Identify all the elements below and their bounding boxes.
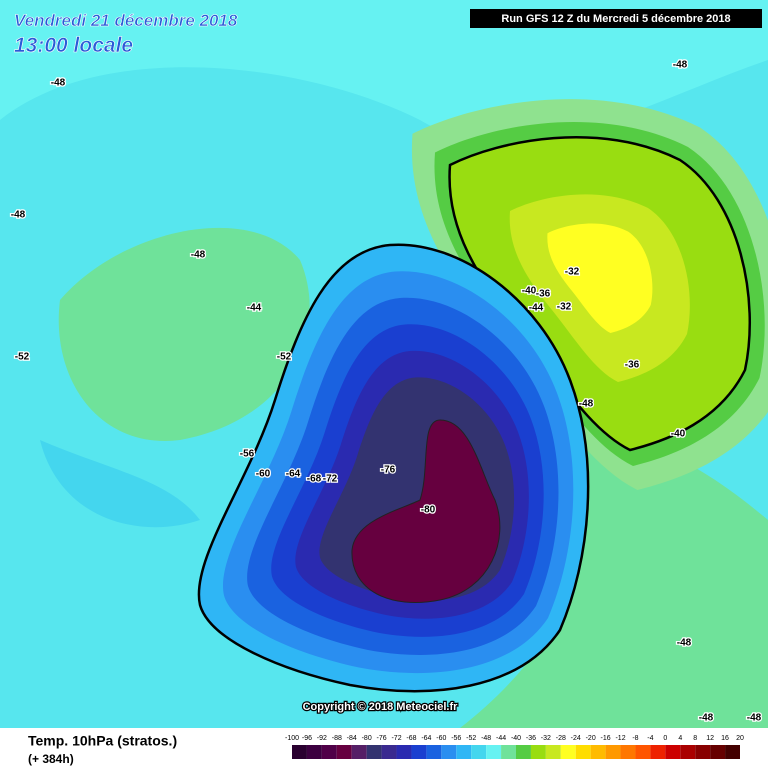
scale-swatch [411,745,427,759]
date: Vendredi 21 décembre 2018 [14,11,238,30]
scale-label: -72 [391,735,401,742]
scale-swatch [321,745,337,759]
lead-time: (+ 384h) [28,752,74,766]
scale-swatch [501,745,516,759]
scale-label: 16 [721,735,729,742]
scale-label: -52 [466,735,476,742]
contour-label: -48 [673,60,688,71]
contour-label: -32 [565,267,580,278]
scale-label: -28 [556,735,566,742]
scale-swatch [336,745,352,759]
green-area [58,227,310,441]
scale-label: -48 [481,735,491,742]
contour-label: -48 [191,250,206,261]
scale-label: -24 [571,735,581,742]
scale-label: -60 [436,735,446,742]
scale-label: 12 [706,735,714,742]
contour-labels: -48 -48 -48 -48 -44 -52 -52 -56-60 -64 -68 -72 -76 -… [10,58,763,725]
caption: Temp. 10hPa (stratos.) [28,733,177,749]
color-scale: -100 -96 -92 -88 -84 -80 -76 -72 -68 -64 -60 -56 -52… [285,735,744,759]
scale-swatch [620,745,636,759]
scale-swatch [396,745,412,759]
contour-label: -44 [247,303,262,314]
scale-swatch [381,745,397,759]
scale-label: -20 [586,735,596,742]
contour-label: -48 [699,713,714,724]
contour-label: -40 [522,286,537,297]
contour-label: -52 [15,352,30,363]
scale-label: -56 [451,735,461,742]
contour-label: -36 [625,360,640,371]
contour-label: -48 [747,713,762,724]
scale-swatch [725,745,740,759]
scale-swatch [545,745,561,759]
contour-label: -36 [536,289,551,300]
contour-label: -48 [51,78,66,89]
scale-label: -4 [647,735,653,742]
scale-label: -84 [347,735,357,742]
contour-label: -64 [286,469,301,480]
scale-swatch [680,745,696,759]
band-52 [40,440,200,528]
scale-swatch [695,745,711,759]
contour-label: -68 [307,474,322,485]
contour-label: -52 [277,352,292,363]
contour-label: -76 [381,465,396,476]
scale-label: -88 [332,735,342,742]
scale-swatch [516,745,531,759]
scale-swatch [530,745,546,759]
scale-swatch [560,745,576,759]
scale-label: -76 [377,735,387,742]
copyright: Copyright © 2018 Meteociel.fr [303,701,459,713]
scale-label: -12 [615,735,625,742]
scale-swatch [351,745,367,759]
scale-label: -100 [285,735,299,742]
contour-label: -60 [256,469,271,480]
scale-swatch [575,745,591,759]
scale-swatch [635,745,651,759]
contour-label: -44 [529,303,544,314]
scale-label: -80 [362,735,372,742]
scale-label: -16 [601,735,611,742]
scale-label: -96 [302,735,312,742]
scale-label: 20 [736,735,744,742]
contour-label: -48 [11,210,26,221]
scale-swatch [471,745,487,759]
scale-swatch [650,745,666,759]
contour-label: -48 [677,638,692,649]
scale-swatch [366,745,382,759]
scale-swatch [605,745,621,759]
scale-swatch [665,745,681,759]
scale-swatch [441,745,457,759]
scale-label: -36 [526,735,536,742]
scale-label: 8 [693,735,697,742]
contour-label: -32 [557,302,572,313]
scale-label: 0 [663,735,667,742]
scale-swatch [486,745,502,759]
scale-swatch [710,745,726,759]
scale-label: -44 [496,735,506,742]
contour-label: -80 [421,505,436,516]
contour-label: -72 [323,474,338,485]
contour-label: -48 [579,399,594,410]
scale-label: -8 [632,735,638,742]
scale-swatch [292,745,307,759]
core-80 [351,419,501,604]
time: 13:00 locale [14,34,133,57]
scale-label: -68 [406,735,416,742]
scale-swatch [306,745,322,759]
contour-label: -56 [240,449,255,460]
scale-label: -92 [317,735,327,742]
scale-swatch [590,745,606,759]
scale-label: -40 [511,735,521,742]
run-info: Run GFS 12 Z du Mercredi 5 décembre 2018 [501,13,730,25]
scale-label: -32 [541,735,551,742]
scale-swatch [456,745,472,759]
scale-label: 4 [678,735,682,742]
scale-swatch [426,745,442,759]
scale-label: -64 [421,735,431,742]
contour-label: -40 [671,429,686,440]
run-box [470,9,762,28]
